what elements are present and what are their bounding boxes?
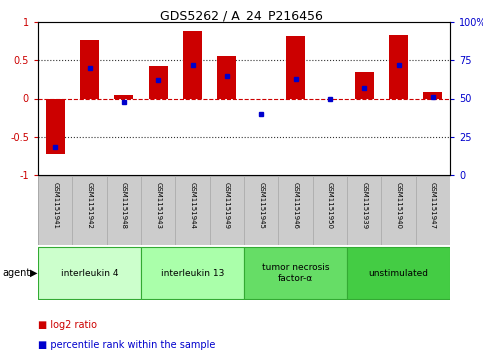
- Text: ▶: ▶: [30, 268, 38, 278]
- Text: GSM1151939: GSM1151939: [361, 182, 367, 229]
- Bar: [244, 247, 347, 299]
- Bar: [175, 176, 210, 245]
- Bar: [38, 176, 72, 245]
- Bar: [107, 176, 141, 245]
- Bar: [149, 66, 168, 98]
- Bar: [278, 176, 313, 245]
- Text: tumor necrosis
factor-α: tumor necrosis factor-α: [262, 263, 329, 283]
- Text: interleukin 4: interleukin 4: [61, 269, 118, 277]
- Text: ■ percentile rank within the sample: ■ percentile rank within the sample: [38, 340, 215, 350]
- Text: GSM1151945: GSM1151945: [258, 182, 264, 228]
- Text: GSM1151943: GSM1151943: [155, 182, 161, 229]
- Text: GDS5262 / A_24_P216456: GDS5262 / A_24_P216456: [160, 9, 323, 22]
- Bar: [46, 98, 65, 154]
- Text: GSM1151948: GSM1151948: [121, 182, 127, 229]
- Bar: [313, 176, 347, 245]
- Bar: [355, 72, 374, 98]
- Bar: [424, 91, 442, 98]
- Bar: [183, 31, 202, 98]
- Bar: [416, 176, 450, 245]
- Text: GSM1151949: GSM1151949: [224, 182, 230, 229]
- Text: GSM1151942: GSM1151942: [86, 182, 93, 228]
- Text: GSM1151946: GSM1151946: [293, 182, 298, 229]
- Text: agent: agent: [2, 268, 30, 278]
- Bar: [389, 35, 408, 98]
- Text: GSM1151941: GSM1151941: [52, 182, 58, 229]
- Bar: [347, 247, 450, 299]
- Text: GSM1151940: GSM1151940: [396, 182, 401, 229]
- Bar: [347, 176, 382, 245]
- Text: ■ log2 ratio: ■ log2 ratio: [38, 320, 97, 330]
- Bar: [286, 36, 305, 98]
- Text: GSM1151944: GSM1151944: [189, 182, 196, 228]
- Text: interleukin 13: interleukin 13: [161, 269, 224, 277]
- Text: GSM1151947: GSM1151947: [430, 182, 436, 229]
- Bar: [72, 176, 107, 245]
- Bar: [217, 56, 236, 98]
- Bar: [80, 40, 99, 98]
- Text: GSM1151950: GSM1151950: [327, 182, 333, 229]
- Bar: [141, 247, 244, 299]
- Bar: [244, 176, 278, 245]
- Bar: [38, 247, 141, 299]
- Bar: [382, 176, 416, 245]
- Bar: [141, 176, 175, 245]
- Bar: [114, 95, 133, 98]
- Text: unstimulated: unstimulated: [369, 269, 428, 277]
- Bar: [210, 176, 244, 245]
